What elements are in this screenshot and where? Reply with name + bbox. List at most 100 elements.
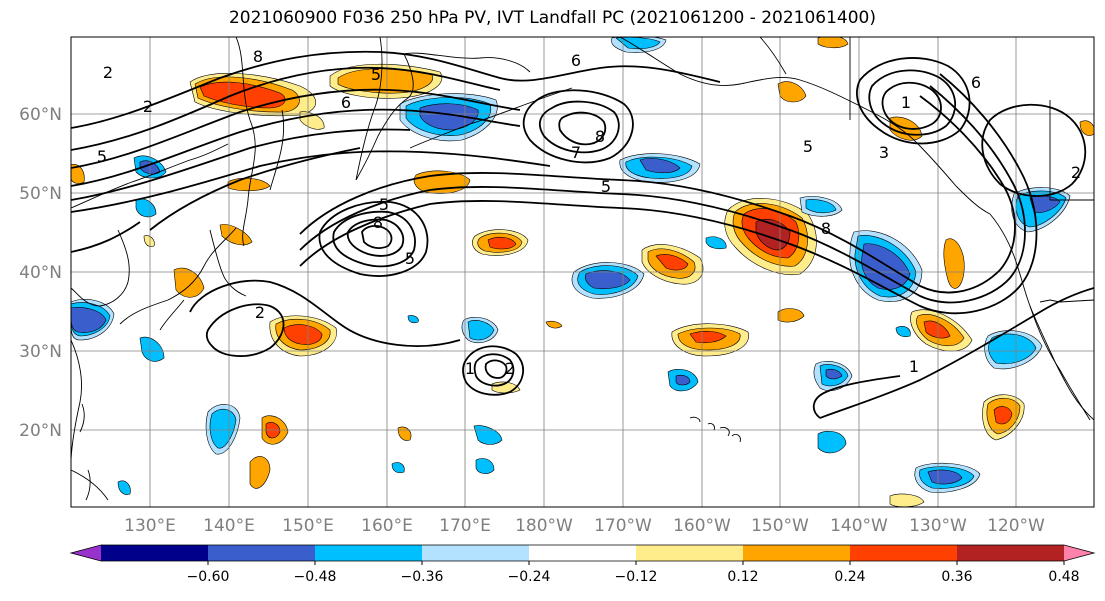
colorbar-segment [101,545,209,561]
contour-label: 2 [103,63,113,82]
anomaly-positive [777,308,805,323]
lon-label: 130°W [909,516,967,536]
anomaly-positive [143,235,155,247]
latitude-labels: 60°N 50°N 40°N 30°N 20°N [19,105,62,441]
contour-label: 5 [371,65,381,84]
anomaly-negative [407,315,419,324]
contour-label: 2 [255,303,265,322]
map-panel: 2 2 5 8 5 6 5 8 5 2 2 1 5 6 8 7 8 5 3 1 … [71,37,1094,507]
anomaly-positive [487,236,517,250]
contour-label: 2 [143,97,153,116]
lon-label: 140°W [830,516,888,536]
anomaly-negative [117,480,131,495]
contour-label: 5 [97,147,107,166]
colorbar: −0.60 −0.48 −0.36 −0.24 −0.12 0.12 0.24 0.36 0.4… [69,544,1096,585]
lat-label: 30°N [19,342,62,362]
contour-label: 5 [405,249,415,268]
anomaly-positive [943,238,965,289]
lon-label: 170°E [439,516,491,536]
lon-label: 160°W [673,516,731,536]
anomaly-positive [923,320,951,339]
anomaly-negative [705,236,727,250]
anomaly-positive [655,254,689,271]
map-frame [70,36,1095,508]
contour-label: 8 [253,47,263,66]
lon-label: 160°E [361,516,413,536]
lon-label: 120°W [987,516,1045,536]
colorbar-segment [208,545,316,561]
colorbar-tick-label: 0.12 [727,569,758,585]
anomaly-positive [283,324,323,345]
anomaly-positive [173,267,205,298]
map-title: 2021060900 F036 250 hPa PV, IVT Landfall… [228,8,876,28]
colorbar-tick-label: −0.48 [294,569,337,585]
contour-label: 7 [571,143,581,162]
contour-label: 6 [971,73,981,92]
colorbar-segment [422,545,530,561]
colorbar-segment [743,545,851,561]
contour-label: 8 [373,213,383,232]
contour-label: 6 [571,51,581,70]
colorbar-tick-label: −0.24 [508,569,551,585]
colorbar-segment [315,545,423,561]
contour-label: 5 [803,137,813,156]
anomaly-negative [861,243,911,290]
lat-label: 60°N [19,105,62,125]
lon-label: 180°W [515,516,573,536]
lon-label: 170°W [594,516,652,536]
anomaly-negative [467,320,495,341]
colorbar-extend-max [1064,545,1094,561]
anomaly-positive [199,81,286,109]
contour-label: 5 [601,177,611,196]
colorbar-segment [850,545,958,561]
contour-label: 2 [505,359,515,378]
colorbar-tick-label: −0.36 [401,569,444,585]
anomaly-negative [825,368,843,380]
contour-label: 1 [909,357,919,376]
pv-contours [71,50,1094,419]
contour-label: 3 [879,143,889,162]
contour-label: 8 [595,127,605,146]
colorbar-tick-label: −0.12 [615,569,658,585]
contour-label: 2 [1071,163,1081,182]
anomaly-positive [777,81,807,103]
anomaly-positive [545,320,563,329]
lat-label: 40°N [19,263,62,283]
lon-label: 150°E [282,516,334,536]
colorbar-segment [957,545,1065,561]
colorbar-tick-label: 0.36 [941,569,972,585]
contour-label: 1 [901,93,911,112]
contour-label: 8 [821,219,831,238]
longitude-labels: 130°E 140°E 150°E 160°E 170°E 180°W 170°… [124,516,1045,536]
colorbar-segment [636,545,744,561]
colorbar-segment [529,545,637,561]
colorbar-tick-label: 0.24 [834,569,865,585]
colorbar-tick-label: 0.48 [1048,569,1079,585]
anomaly-negative [675,374,691,386]
contour-label: 6 [341,93,351,112]
anomaly-positive [817,37,849,49]
lon-label: 150°W [751,516,809,536]
colorbar-extend-min [71,545,101,561]
anomaly-negative [805,199,837,214]
coastlines [71,37,1094,501]
anomaly-positive [219,224,253,246]
lat-label: 50°N [19,184,62,204]
anomaly-negative [817,431,847,454]
anomaly-negative [135,198,157,218]
colorbar-tick-label: −0.60 [187,569,230,585]
colorbar-outline [69,544,1096,562]
anomaly-negative [584,270,631,290]
anomaly-negative [391,462,405,474]
anomaly-positive [1079,120,1094,136]
anomaly-negative [475,458,495,474]
anomaly-negative [639,158,681,174]
contour-labels: 2 2 5 8 5 6 5 8 5 2 2 1 5 6 8 7 8 5 3 1 … [97,47,1081,378]
lat-label: 20°N [19,421,62,441]
lon-label: 130°E [124,516,176,536]
anomaly-positive [993,406,1013,425]
lon-label: 140°E [203,516,255,536]
anomaly-positive [249,456,271,489]
anomaly-positive [889,493,925,507]
